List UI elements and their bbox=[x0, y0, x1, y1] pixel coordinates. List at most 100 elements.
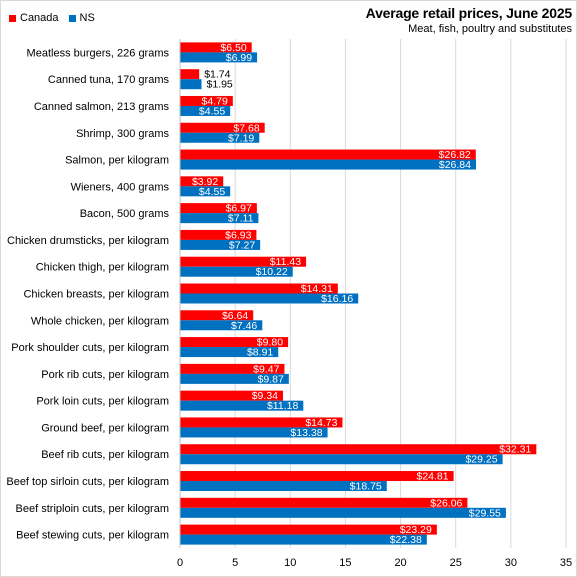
data-label-canada: $24.81 bbox=[416, 471, 448, 483]
data-label-ns: $18.75 bbox=[350, 481, 382, 493]
bar-ns bbox=[180, 481, 387, 492]
bar-canada bbox=[180, 310, 254, 321]
bar-ns bbox=[180, 159, 477, 170]
data-label-canada: $11.43 bbox=[270, 256, 301, 268]
bar-canada bbox=[180, 149, 476, 160]
bar-canada bbox=[180, 337, 289, 348]
data-label-ns: $8.91 bbox=[247, 347, 273, 359]
category-label: Canned salmon, 213 grams bbox=[34, 101, 170, 113]
bar-ns bbox=[180, 186, 231, 197]
data-label-ns: $7.46 bbox=[231, 320, 257, 332]
bar-canada bbox=[180, 95, 233, 106]
bar-ns bbox=[180, 132, 260, 143]
data-label-canada: $6.50 bbox=[220, 42, 246, 54]
x-tick-label: 20 bbox=[394, 557, 406, 569]
category-label: Chicken thigh, per kilogram bbox=[36, 262, 169, 274]
category-label: Beef stewing cuts, per kilogram bbox=[16, 530, 169, 542]
data-label-ns: $13.38 bbox=[290, 427, 322, 439]
data-label-canada: $4.79 bbox=[202, 95, 228, 107]
data-label-canada: $9.47 bbox=[253, 363, 279, 375]
bar-ns bbox=[180, 320, 263, 331]
category-label: Pork loin cuts, per kilogram bbox=[36, 396, 169, 408]
category-label: Pork shoulder cuts, per kilogram bbox=[11, 342, 169, 354]
chart-title: Average retail prices, June 2025 bbox=[365, 5, 573, 21]
data-label-canada: $1.74 bbox=[204, 69, 230, 81]
bar-canada bbox=[180, 444, 537, 455]
category-label: Bacon, 500 grams bbox=[80, 208, 170, 220]
category-label: Beef top sirloin cuts, per kilogram bbox=[6, 476, 169, 488]
data-label-ns: $6.99 bbox=[226, 52, 252, 64]
category-label: Beef rib cuts, per kilogram bbox=[41, 449, 169, 461]
data-label-canada: $32.31 bbox=[499, 444, 531, 456]
bar-ns bbox=[180, 534, 427, 545]
data-label-ns: $10.22 bbox=[256, 266, 288, 278]
data-label-ns: $7.19 bbox=[228, 132, 254, 144]
category-label: Canned tuna, 170 grams bbox=[48, 74, 170, 86]
data-label-ns: $29.25 bbox=[465, 454, 497, 466]
data-label-canada: $7.68 bbox=[233, 122, 259, 134]
data-label-ns: $7.27 bbox=[229, 239, 255, 251]
bar-canada bbox=[180, 497, 468, 508]
x-tick-label: 25 bbox=[450, 557, 462, 569]
category-label: Beef striploin cuts, per kilogram bbox=[16, 503, 169, 515]
bar-ns bbox=[180, 266, 293, 277]
bar-canada bbox=[180, 176, 224, 187]
bar-ns bbox=[180, 239, 261, 250]
data-label-ns: $29.55 bbox=[469, 507, 501, 519]
data-label-canada: $6.93 bbox=[225, 229, 251, 241]
bar-ns bbox=[180, 293, 359, 304]
bar-canada bbox=[180, 42, 252, 53]
bar-canada bbox=[180, 256, 307, 267]
category-label: Ground beef, per kilogram bbox=[41, 422, 169, 434]
category-label: Pork rib cuts, per kilogram bbox=[41, 369, 169, 381]
bar-canada bbox=[180, 417, 343, 428]
data-label-ns: $11.18 bbox=[267, 400, 298, 412]
bar-ns bbox=[180, 373, 289, 384]
data-label-canada: $14.31 bbox=[301, 283, 333, 295]
bar-canada bbox=[180, 283, 338, 294]
category-label: Chicken drumsticks, per kilogram bbox=[7, 235, 169, 247]
chart-title-block: Average retail prices, June 2025 Meat, f… bbox=[365, 5, 573, 35]
data-label-ns: $4.55 bbox=[199, 105, 225, 117]
data-label-canada: $6.64 bbox=[222, 310, 248, 322]
data-label-ns: $16.16 bbox=[321, 293, 353, 305]
bar-ns bbox=[180, 105, 231, 116]
legend-swatch-ns bbox=[68, 14, 76, 22]
bar-canada bbox=[180, 69, 200, 80]
bar-ns bbox=[180, 213, 259, 224]
bar-ns bbox=[180, 52, 258, 63]
bar-ns bbox=[180, 400, 304, 411]
data-label-ns: $4.55 bbox=[199, 186, 225, 198]
legend-swatch-canada bbox=[9, 14, 16, 22]
bar-ns bbox=[180, 454, 503, 465]
data-label-canada: $23.29 bbox=[400, 524, 432, 536]
x-tick-label: 5 bbox=[232, 557, 238, 569]
legend-label-ns: NS bbox=[79, 12, 95, 24]
chart-subtitle: Meat, fish, poultry and substitutes bbox=[408, 23, 572, 35]
data-label-ns: $9.87 bbox=[258, 373, 284, 385]
bar-canada bbox=[180, 122, 265, 133]
bar-canada bbox=[180, 203, 257, 214]
data-label-ns: $7.11 bbox=[228, 213, 254, 225]
bar-ns bbox=[180, 347, 279, 358]
data-label-ns: $26.84 bbox=[439, 159, 471, 171]
data-label-canada: $3.92 bbox=[192, 176, 218, 188]
bar-ns bbox=[180, 507, 506, 518]
data-label-canada: $9.34 bbox=[252, 390, 278, 402]
bar-canada bbox=[180, 390, 284, 401]
data-label-canada: $9.80 bbox=[257, 337, 283, 349]
category-label: Chicken breasts, per kilogram bbox=[23, 289, 169, 301]
x-tick-label: 10 bbox=[284, 557, 296, 569]
data-label-ns: $22.38 bbox=[390, 534, 422, 546]
legend-label-canada: Canada bbox=[20, 12, 59, 24]
x-tick-label: 0 bbox=[177, 557, 183, 569]
legend-item-ns: NS bbox=[68, 12, 95, 24]
bar-canada bbox=[180, 229, 257, 240]
category-label: Meatless burgers, 226 grams bbox=[27, 47, 170, 59]
x-tick-label: 35 bbox=[560, 557, 572, 569]
legend: Canada NS bbox=[9, 12, 105, 24]
bar-ns bbox=[180, 427, 328, 438]
category-label: Salmon, per kilogram bbox=[65, 155, 169, 167]
category-label: Whole chicken, per kilogram bbox=[31, 315, 169, 327]
